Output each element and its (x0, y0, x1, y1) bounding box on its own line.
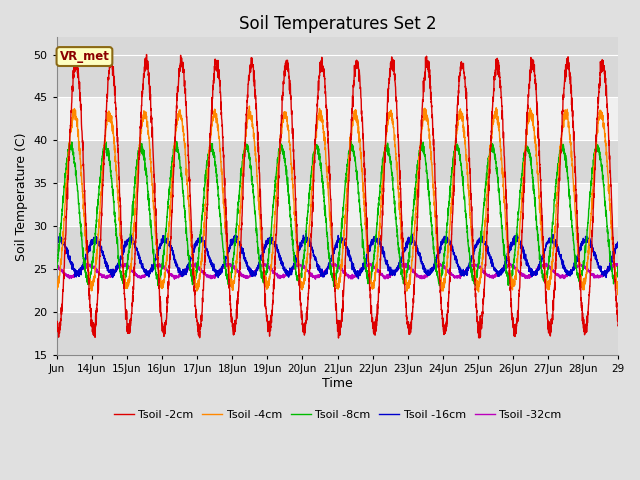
Tsoil -32cm (53, 264, 61, 270)
Y-axis label: Soil Temperature (C): Soil Temperature (C) (15, 132, 28, 261)
Tsoil -2cm (417, 144, 424, 150)
X-axis label: Time: Time (322, 377, 353, 390)
Tsoil -32cm (124, 260, 131, 265)
Tsoil -32cm (171, 276, 179, 282)
Tsoil -16cm (355, 276, 362, 282)
Tsoil -16cm (417, 256, 424, 262)
Tsoil -8cm (614, 265, 622, 271)
Tsoil -32cm (484, 273, 492, 279)
Tsoil -2cm (614, 322, 622, 328)
Tsoil -8cm (576, 284, 584, 289)
Tsoil -8cm (53, 263, 61, 269)
Tsoil -4cm (246, 103, 253, 109)
Bar (57, 227, 618, 269)
Legend: Tsoil -2cm, Tsoil -4cm, Tsoil -8cm, Tsoil -16cm, Tsoil -32cm: Tsoil -2cm, Tsoil -4cm, Tsoil -8cm, Tsoi… (109, 405, 566, 424)
Tsoil -2cm (493, 57, 500, 62)
Tsoil -16cm (484, 250, 492, 255)
Tsoil -8cm (468, 274, 476, 280)
Text: VR_met: VR_met (60, 50, 109, 63)
Tsoil -16cm (468, 256, 476, 262)
Tsoil -2cm (468, 221, 476, 227)
Tsoil -8cm (150, 247, 157, 252)
Line: Tsoil -32cm: Tsoil -32cm (57, 263, 618, 279)
Tsoil -4cm (150, 203, 157, 209)
Tsoil -32cm (417, 273, 424, 279)
Bar (57, 55, 618, 97)
Title: Soil Temperatures Set 2: Soil Temperatures Set 2 (239, 15, 436, 33)
Tsoil -2cm (150, 160, 157, 166)
Tsoil -32cm (150, 264, 157, 269)
Line: Tsoil -4cm: Tsoil -4cm (57, 106, 618, 295)
Tsoil -16cm (493, 267, 500, 273)
Tsoil -2cm (335, 335, 342, 341)
Tsoil -2cm (143, 52, 150, 58)
Tsoil -32cm (428, 266, 435, 272)
Line: Tsoil -2cm: Tsoil -2cm (57, 55, 618, 338)
Tsoil -8cm (428, 222, 435, 228)
Tsoil -16cm (428, 268, 435, 274)
Bar (57, 141, 618, 183)
Tsoil -2cm (484, 192, 492, 198)
Bar (57, 312, 618, 355)
Tsoil -16cm (150, 262, 157, 268)
Tsoil -4cm (614, 285, 622, 291)
Bar (57, 97, 618, 141)
Bar (57, 269, 618, 312)
Tsoil -8cm (136, 138, 143, 144)
Tsoil -8cm (416, 153, 424, 159)
Line: Tsoil -16cm: Tsoil -16cm (57, 233, 618, 279)
Tsoil -16cm (302, 230, 310, 236)
Tsoil -32cm (614, 263, 622, 268)
Tsoil -4cm (468, 239, 476, 245)
Tsoil -2cm (53, 319, 61, 325)
Tsoil -2cm (428, 104, 435, 110)
Tsoil -4cm (428, 159, 435, 165)
Tsoil -32cm (493, 273, 500, 278)
Tsoil -4cm (416, 146, 424, 152)
Tsoil -8cm (493, 167, 500, 172)
Tsoil -32cm (468, 264, 476, 270)
Tsoil -4cm (484, 173, 492, 179)
Line: Tsoil -8cm: Tsoil -8cm (57, 141, 618, 287)
Tsoil -16cm (614, 240, 622, 246)
Tsoil -4cm (493, 111, 500, 117)
Tsoil -8cm (484, 155, 492, 161)
Bar (57, 183, 618, 227)
Tsoil -16cm (53, 237, 61, 242)
Tsoil -4cm (53, 285, 61, 290)
Tsoil -4cm (614, 292, 622, 298)
